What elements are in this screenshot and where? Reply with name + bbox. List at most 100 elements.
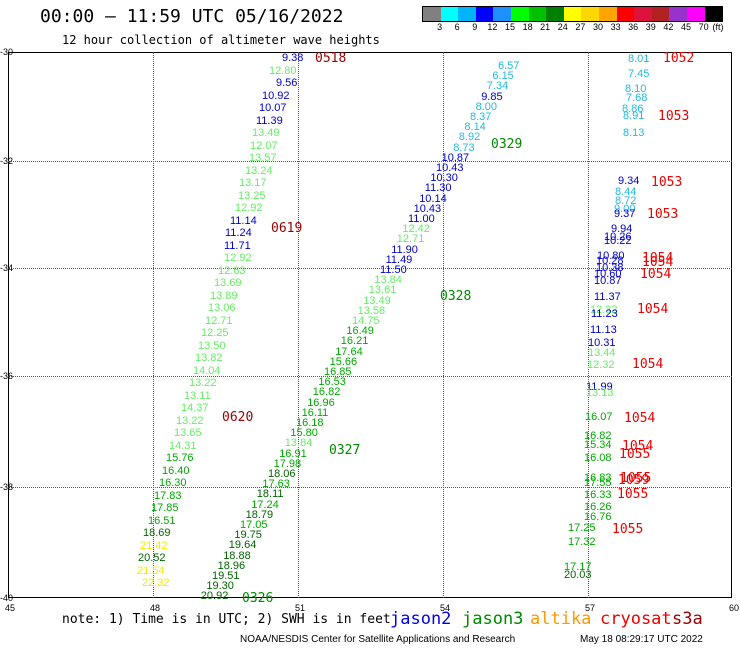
longitude-tick-label: 48 <box>149 603 161 613</box>
colorbar-swatch <box>546 7 564 21</box>
wave-height-value: 12.32 <box>590 304 618 316</box>
grid-line-vertical <box>588 52 589 598</box>
colorbar-label: 6 <box>454 22 460 32</box>
wave-height-value: 8.72 <box>615 195 637 207</box>
wave-height-value: 6.57 <box>498 60 520 72</box>
pass-time-tag: 1054 <box>642 255 674 270</box>
wave-height-value: 16.08 <box>584 452 612 464</box>
wave-height-value: 18.96 <box>217 559 246 572</box>
pass-time-tag: 0518 <box>315 51 347 66</box>
colorbar-label: 27 <box>575 22 586 32</box>
wave-height-value: 8.37 <box>470 111 492 123</box>
pass-time-tag: 0327 <box>329 443 361 458</box>
colorbar-swatch <box>563 7 582 21</box>
colorbar-label: 30 <box>592 22 604 32</box>
wave-height-value: 16.26 <box>584 501 612 513</box>
wave-height-value: 16.40 <box>162 464 190 477</box>
wave-height-value: 17.05 <box>240 519 268 531</box>
wave-height-value: 12.42 <box>402 223 430 236</box>
wave-height-value: 13.84 <box>284 437 313 450</box>
colorbar-swatch <box>458 7 476 21</box>
pass-time-tag: 1054 <box>642 251 674 266</box>
wave-height-value: 10.30 <box>430 172 458 185</box>
wave-height-value: 18.69 <box>143 527 171 539</box>
grid-line-horizontal <box>8 487 732 488</box>
wave-height-value: 13.13 <box>586 387 614 399</box>
pass-time-tag: 1059 <box>618 473 650 488</box>
wave-height-value: 19.51 <box>212 570 240 582</box>
wave-height-value: 15.34 <box>584 439 612 451</box>
wave-height-value: 15.80 <box>290 427 318 440</box>
wave-height-value: 12.71 <box>205 314 233 327</box>
wave-height-value: 10.92 <box>262 89 290 102</box>
wave-height-value: 12.63 <box>218 264 246 277</box>
wave-height-value: 20.92 <box>200 590 229 603</box>
wave-height-value: 14.75 <box>352 315 380 327</box>
pass-time-tag: 1055 <box>612 522 644 537</box>
wave-height-value: 10.43 <box>436 162 464 174</box>
legend-cryosat: cryosat <box>600 609 672 629</box>
footer-note: note: 1) Time is in UTC; 2) SWH is in fe… <box>62 612 391 627</box>
pass-time-tag: 1054 <box>637 302 669 317</box>
wave-height-value: 11.00 <box>408 213 435 225</box>
legend-jason3: jason3 <box>462 609 524 629</box>
wave-height-value: 22.32 <box>142 577 170 589</box>
pass-time-tag: 0326 <box>242 591 274 606</box>
wave-height-value: 13.49 <box>363 294 391 307</box>
wave-height-value: 11.50 <box>380 264 407 276</box>
wave-height-value: 8.91 <box>623 110 645 122</box>
colorbar <box>422 6 724 22</box>
pass-time-tag: 1054 <box>632 357 664 372</box>
latitude-tick-label: -32 <box>0 156 14 166</box>
grid-line-vertical <box>153 52 154 598</box>
wave-height-value: 13.44 <box>588 347 616 359</box>
latitude-tick-label: -34 <box>0 263 14 273</box>
wave-height-value: 10.80 <box>597 250 625 262</box>
wave-height-value: 11.14 <box>230 214 257 227</box>
wave-height-value: 13.49 <box>252 127 280 139</box>
wave-height-value: 13.69 <box>214 277 242 289</box>
pass-time-tag: 0620 <box>222 410 254 425</box>
colorbar-swatch <box>704 7 723 21</box>
wave-height-value: 16.21 <box>340 335 369 348</box>
wave-height-value: 19.64 <box>228 539 257 552</box>
colorbar-swatch <box>423 7 441 21</box>
wave-height-value: 11.99 <box>586 381 613 393</box>
colorbar-swatch <box>528 7 547 21</box>
pass-time-tag: 1055 <box>617 487 649 502</box>
wave-height-value: 13.57 <box>249 152 277 164</box>
wave-height-value: 10.87 <box>594 275 622 287</box>
wave-height-value: 13.84 <box>374 274 402 287</box>
colorbar-label: 33 <box>610 22 621 32</box>
pass-time-tag: 1054 <box>624 411 656 426</box>
wave-height-value: 12.71 <box>396 233 425 246</box>
colorbar-swatch <box>475 7 494 21</box>
wave-height-value: 13.25 <box>238 189 266 202</box>
wave-height-value: 11.23 <box>591 308 618 320</box>
wave-height-value: 12.25 <box>201 327 229 339</box>
wave-height-value: 16.53 <box>318 376 346 389</box>
wave-height-value: 16.49 <box>346 325 374 338</box>
wave-height-value: 11.30 <box>424 182 452 195</box>
longitude-tick-label: 54 <box>439 603 451 613</box>
wave-height-value: 9.38 <box>282 52 304 64</box>
wave-height-value: 17.98 <box>273 457 302 470</box>
colorbar-label: 45 <box>680 22 692 32</box>
wave-height-value: 11.37 <box>594 291 621 303</box>
wave-height-value: 7.68 <box>626 92 648 104</box>
wave-height-value: 16.30 <box>159 477 187 489</box>
wave-height-value: 8.92 <box>458 131 481 144</box>
wave-height-value: 20.03 <box>564 569 592 581</box>
wave-height-value: 18.11 <box>256 488 284 501</box>
colorbar-swatch <box>440 7 459 21</box>
pass-time-tag: 1052 <box>663 51 695 66</box>
wave-height-value: 13.58 <box>357 304 386 317</box>
colorbar-label: 36 <box>628 22 639 32</box>
wave-height-value: 10.87 <box>441 151 470 164</box>
wave-height-value: 11.39 <box>256 114 283 127</box>
wave-height-value: 16.18 <box>296 417 324 429</box>
pass-time-tag: 1054 <box>622 439 654 454</box>
latitude-tick-label: -38 <box>0 482 14 492</box>
wave-height-value: 8.01 <box>628 53 650 65</box>
wave-height-value: 10.38 <box>596 262 624 274</box>
